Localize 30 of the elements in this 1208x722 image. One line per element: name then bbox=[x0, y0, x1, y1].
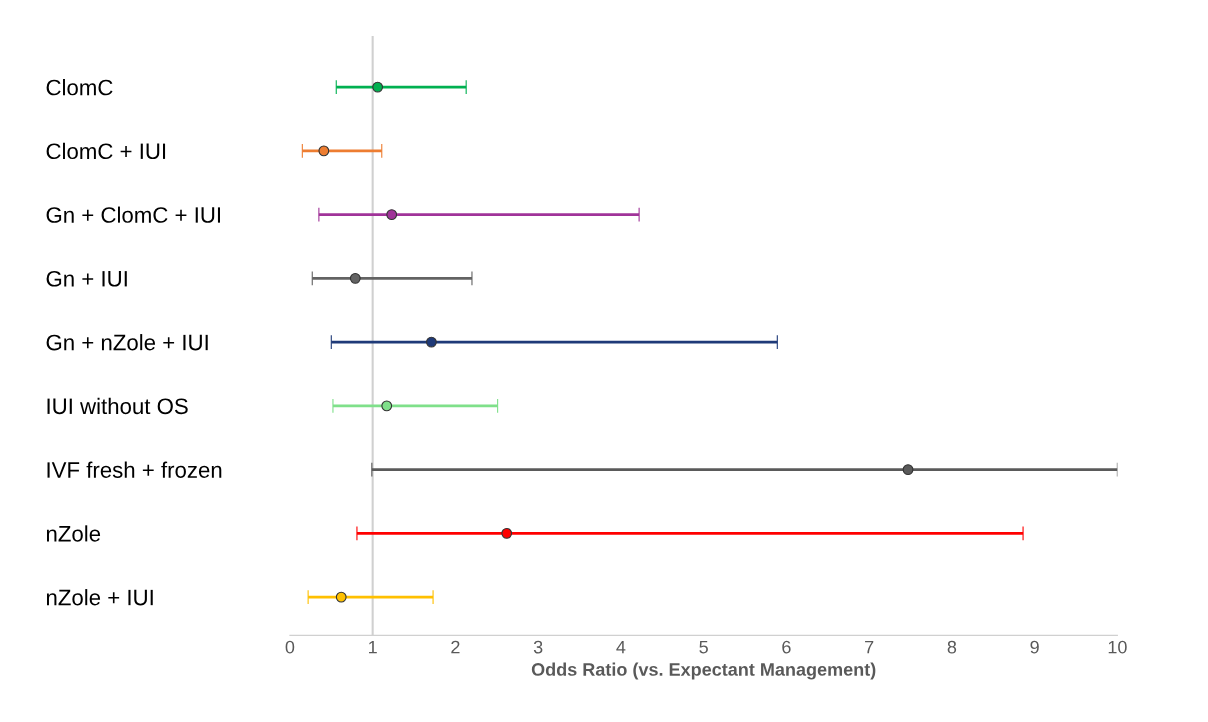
y-tick-label: nZole + IUI bbox=[46, 589, 153, 606]
point bbox=[501, 527, 513, 539]
y-tick-label: Gn + nZole + IUI bbox=[46, 334, 208, 351]
point bbox=[902, 464, 914, 476]
x-tick-label: 9 bbox=[1030, 640, 1039, 654]
y-tick-label: ClomC bbox=[46, 79, 113, 96]
x-tick-label: 5 bbox=[699, 640, 708, 654]
y-tick-label: ClomC + IUI bbox=[46, 142, 166, 160]
y-tick-label: Gn + IUI bbox=[46, 270, 127, 287]
x-axis-title: Odds Ratio (vs. Expectant Management) bbox=[531, 662, 876, 680]
y-tick-label: IUI without OS bbox=[47, 397, 188, 415]
y-tick-label: nZole bbox=[46, 525, 101, 542]
x-tick-label: 1 bbox=[369, 640, 377, 654]
x-tick-label: 2 bbox=[451, 640, 460, 654]
point bbox=[372, 81, 384, 93]
x-tick-label: 6 bbox=[782, 640, 791, 654]
point bbox=[386, 209, 398, 221]
x-tick-label: 7 bbox=[865, 640, 874, 654]
x-tick-label: 10 bbox=[1108, 640, 1127, 654]
point bbox=[335, 591, 347, 603]
x-tick-label: 8 bbox=[947, 640, 957, 654]
y-tick-label: Gn + ClomC + IUI bbox=[46, 206, 221, 223]
point bbox=[381, 400, 393, 412]
point bbox=[349, 272, 361, 284]
y-tick-label: IVF fresh + frozen bbox=[47, 461, 222, 478]
point bbox=[318, 145, 330, 157]
x-tick-label: 4 bbox=[616, 640, 626, 654]
point bbox=[426, 336, 437, 348]
x-tick-label: 3 bbox=[533, 640, 543, 654]
x-tick-label: 0 bbox=[285, 640, 295, 654]
